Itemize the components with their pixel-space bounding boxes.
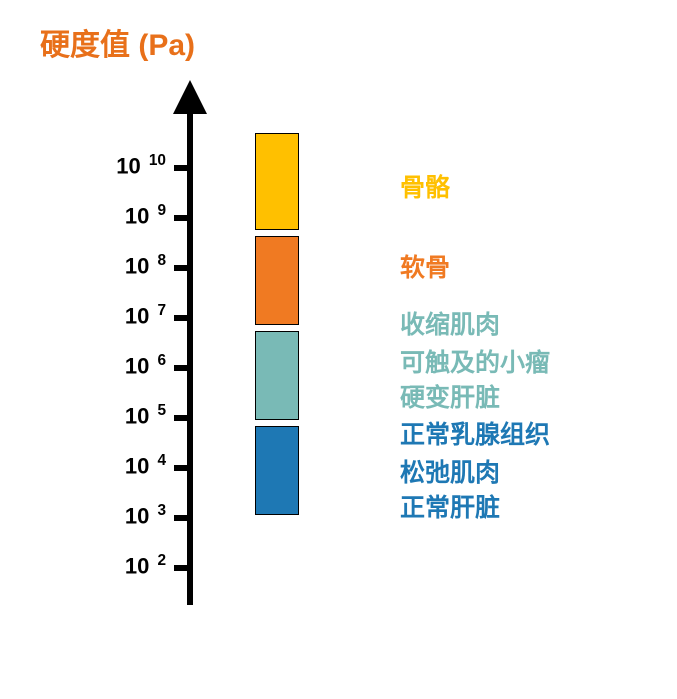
stiffness-color-box: [255, 236, 299, 325]
tissue-label: 硬变肝脏: [400, 378, 500, 414]
tissue-label: 软骨: [400, 248, 450, 284]
axis-tick: [174, 365, 190, 371]
tissue-label: 正常乳腺组织: [400, 415, 550, 451]
axis-tick-label: 10 7: [125, 302, 166, 329]
axis-tick: [174, 315, 190, 321]
axis-tick-label: 10 2: [125, 552, 166, 579]
axis-tick-label: 10 9: [125, 202, 166, 229]
axis-tick-label: 10 5: [125, 402, 166, 429]
tissue-label: 正常肝脏: [400, 488, 500, 524]
axis-tick: [174, 415, 190, 421]
tissue-label: 骨骼: [400, 168, 450, 204]
tissue-label: 可触及的小瘤: [400, 343, 550, 379]
tissue-label: 收缩肌肉: [400, 305, 500, 341]
tissue-label: 松弛肌肉: [400, 453, 500, 489]
axis-tick: [174, 565, 190, 571]
stiffness-scale-chart: 硬度值 (Pa) 10 10 10 9 10 8 10 7 10 6 10 5 10 4 10 …: [0, 0, 677, 699]
stiffness-color-box: [255, 133, 299, 230]
chart-title: 硬度值 (Pa): [40, 20, 195, 64]
axis-tick: [174, 465, 190, 471]
axis-tick: [174, 215, 190, 221]
axis-tick: [174, 265, 190, 271]
axis-tick-label: 10 10: [116, 152, 166, 179]
stiffness-color-box: [255, 426, 299, 515]
axis-tick-label: 10 8: [125, 252, 166, 279]
y-axis-line: [187, 112, 193, 605]
stiffness-color-box: [255, 331, 299, 420]
axis-tick-label: 10 6: [125, 352, 166, 379]
axis-tick: [174, 165, 190, 171]
axis-tick: [174, 515, 190, 521]
axis-tick-label: 10 3: [125, 502, 166, 529]
y-axis-arrow: [173, 80, 207, 114]
axis-tick-label: 10 4: [125, 452, 166, 479]
